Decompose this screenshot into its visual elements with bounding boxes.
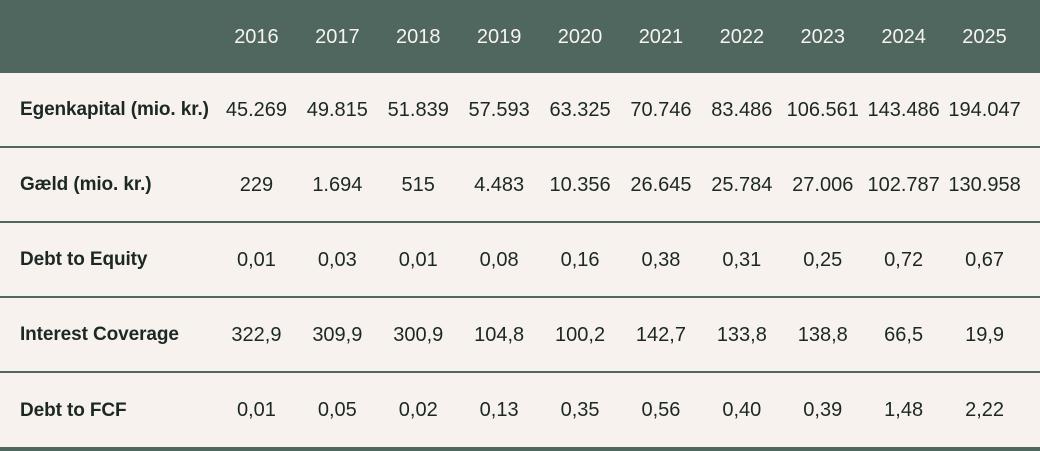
value-cell: 1.694 xyxy=(312,173,363,196)
value-cell: 104,8 xyxy=(474,323,525,346)
value-cell: 0,39 xyxy=(803,399,843,421)
table-row: Egenkapital (mio. kr.) 45.269 49.815 51.839… xyxy=(0,73,1040,148)
value-cell: 133,8 xyxy=(716,323,767,346)
value-cell: 0,35 xyxy=(560,399,600,421)
value-cell: 130.958 xyxy=(948,173,1021,196)
value-cell: 70.746 xyxy=(630,98,692,121)
value-cell: 0,01 xyxy=(236,399,276,421)
value-cell: 0,25 xyxy=(803,248,843,271)
row-label: Gæld (mio. kr.) xyxy=(20,174,152,195)
value-cell: 0,38 xyxy=(641,248,681,271)
year-header: 2016 xyxy=(234,25,279,48)
value-cell: 19,9 xyxy=(965,323,1005,346)
value-cell: 0,67 xyxy=(965,248,1005,271)
value-cell: 515 xyxy=(401,173,435,196)
value-cell: 27.006 xyxy=(792,173,854,196)
next-section-header-edge xyxy=(0,447,1040,451)
year-header: 2019 xyxy=(476,25,522,48)
value-cell: 83.486 xyxy=(711,98,773,121)
value-cell: 57.593 xyxy=(468,98,530,121)
year-header: 2024 xyxy=(881,25,926,48)
row-label: Debt to FCF xyxy=(20,399,127,421)
value-cell: 0,01 xyxy=(236,248,276,271)
table-header-row: 2016 2017 2018 2019 2020 2021 2022 2023 2024 2025 xyxy=(0,0,1040,73)
value-cell: 102.787 xyxy=(867,173,940,196)
value-cell: 100,2 xyxy=(555,323,606,346)
value-cell: 309,9 xyxy=(312,323,363,346)
value-cell: 143.486 xyxy=(867,98,940,121)
value-cell: 10.356 xyxy=(549,173,611,196)
value-cell: 0,56 xyxy=(641,399,681,421)
value-cell: 49.815 xyxy=(306,98,368,121)
value-cell: 0,16 xyxy=(560,248,600,271)
value-cell: 0,02 xyxy=(398,399,438,421)
value-cell: 45.269 xyxy=(225,98,288,121)
year-header: 2020 xyxy=(557,25,603,48)
value-cell: 0,01 xyxy=(398,248,438,271)
value-cell: 1,48 xyxy=(884,399,924,421)
value-cell: 66,5 xyxy=(884,323,924,346)
value-cell: 2,22 xyxy=(965,399,1005,421)
value-cell: 0,13 xyxy=(479,399,519,421)
value-cell: 51.839 xyxy=(387,98,449,121)
value-cell: 322,9 xyxy=(231,323,282,346)
table-row: Debt to FCF 0,01 0,05 0,02 0,13 0,35 0,56 0,40 0… xyxy=(0,373,1040,447)
value-cell: 194.047 xyxy=(948,98,1021,121)
year-header: 2021 xyxy=(638,25,684,48)
year-header: 2017 xyxy=(315,25,360,48)
table-row: Debt to Equity 0,01 0,03 0,01 0,08 0,16 0,38 0,… xyxy=(0,223,1040,298)
value-cell: 229 xyxy=(239,173,274,196)
value-cell: 63.325 xyxy=(549,98,611,121)
year-header: 2023 xyxy=(800,25,845,48)
row-label: Egenkapital (mio. kr.) xyxy=(20,99,209,120)
value-cell: 0,72 xyxy=(884,248,924,271)
value-cell: 0,08 xyxy=(479,248,519,271)
value-cell: 106.561 xyxy=(786,98,859,121)
row-label: Interest Coverage xyxy=(20,324,179,345)
year-header: 2025 xyxy=(962,25,1007,48)
value-cell: 0,40 xyxy=(722,399,762,421)
value-cell: 26.645 xyxy=(630,173,692,196)
value-cell: 0,05 xyxy=(317,399,357,421)
value-cell: 0,31 xyxy=(722,248,762,271)
value-cell: 300,9 xyxy=(393,323,444,346)
value-cell: 142,7 xyxy=(635,323,686,346)
value-cell: 25.784 xyxy=(711,173,773,196)
value-cell: 138,8 xyxy=(797,323,848,346)
year-header: 2018 xyxy=(395,25,441,48)
table-row: Interest Coverage 322,9 309,9 300,9 104,8 100… xyxy=(0,298,1040,373)
value-cell: 0,03 xyxy=(317,248,357,271)
table-row: Gæld (mio. kr.) 229 1.694 515 4.483 10.356 26.… xyxy=(0,148,1040,223)
year-header: 2022 xyxy=(719,25,765,48)
value-cell: 4.483 xyxy=(474,173,525,196)
row-label: Debt to Equity xyxy=(20,249,148,270)
